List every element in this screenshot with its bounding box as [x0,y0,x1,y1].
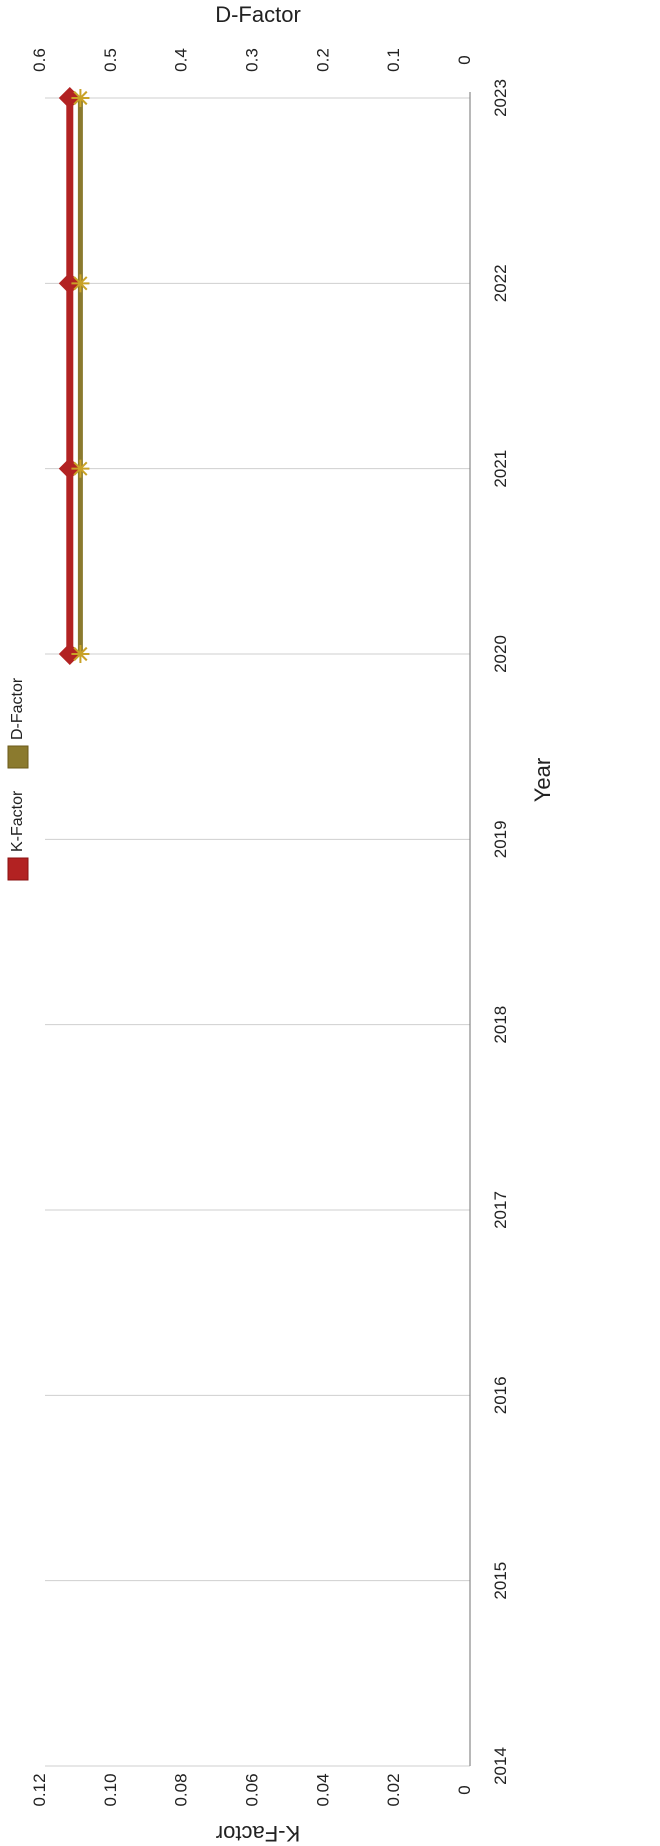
x-tick-label: 2021 [491,450,510,488]
legend-swatch [7,857,29,881]
y-left-tick-label: 0.12 [30,1773,49,1806]
data-point-marker [71,459,90,478]
legend-label: D-Factor [9,677,26,740]
x-tick-label: 2017 [491,1191,510,1229]
x-tick-label: 2016 [491,1376,510,1414]
x-tick-label: 2023 [491,79,510,117]
data-point-marker [71,645,90,663]
y-right-tick-label: 0.5 [101,48,120,72]
y-left-tick-label: 0 [455,1785,474,1794]
y-right-tick-label: 0.6 [30,48,49,72]
y-left-axis-title: K-Factor [216,1821,300,1846]
x-axis-title: Year [530,758,555,802]
y-right-axis-title: D-Factor [215,2,301,27]
y-left-tick-label: 0.08 [172,1773,191,1806]
x-tick-label: 2022 [491,264,510,302]
y-left-tick-label: 0.02 [384,1773,403,1806]
y-right-tick-label: 0 [455,55,474,64]
data-point-marker [71,89,90,107]
y-left-tick-label: 0.06 [243,1773,262,1806]
x-tick-label: 2014 [491,1747,510,1785]
x-tick-label: 2020 [491,635,510,673]
plot-area: 2014 2015 2016 2017 2018 2019 2020 2021 2022 2023… [7,2,555,1846]
y-left-tick-label: 0.04 [313,1773,332,1806]
y-right-tick-label: 0.3 [243,48,262,72]
y-right-tick-label: 0.4 [172,48,191,72]
y-right-tick-label: 0.1 [384,48,403,72]
x-tick-label: 2018 [491,1006,510,1044]
x-tick-label: 2019 [491,820,510,858]
legend-swatch [7,745,29,769]
x-tick-label: 2015 [491,1562,510,1600]
data-point-marker [71,274,90,293]
y-right-tick-label: 0.2 [313,48,332,72]
legend-label: K-Factor [9,790,26,852]
y-left-tick-label: 0.10 [101,1773,120,1806]
